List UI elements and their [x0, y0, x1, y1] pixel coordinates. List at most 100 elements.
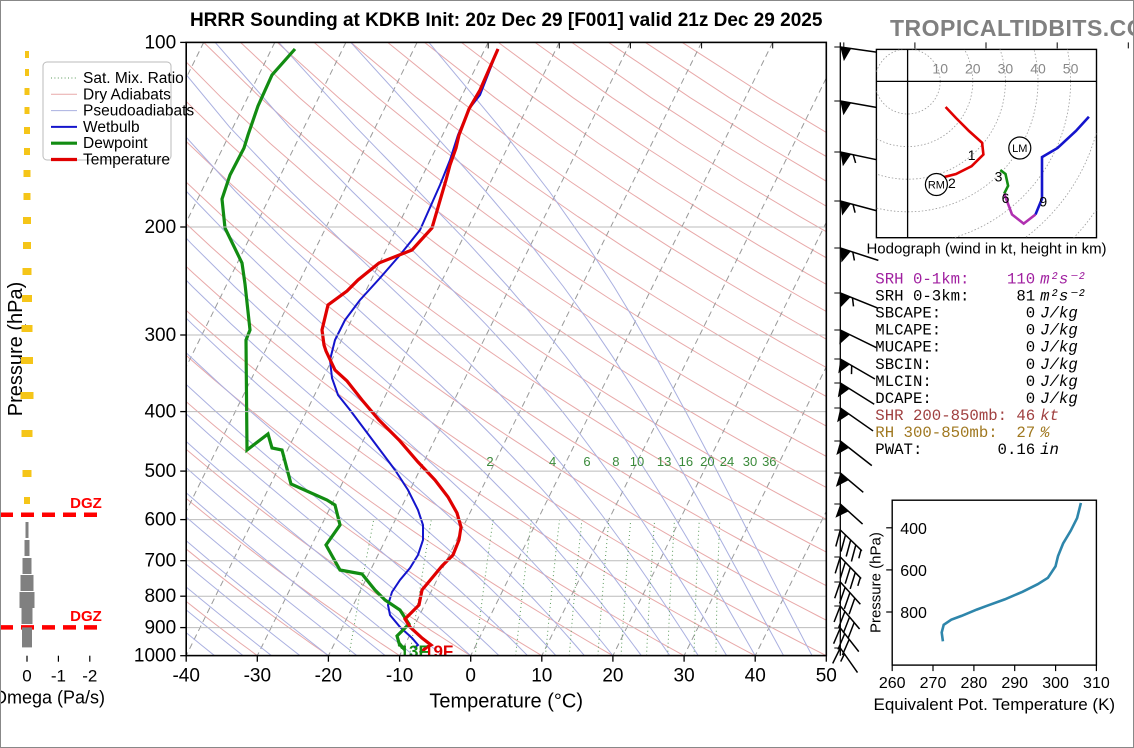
svg-text:20: 20: [965, 60, 981, 76]
svg-text:300: 300: [1042, 675, 1069, 692]
svg-text:kt: kt: [1040, 407, 1059, 425]
svg-text:-30: -30: [244, 666, 271, 687]
svg-text:-20: -20: [315, 666, 342, 687]
svg-text:600: 600: [144, 510, 176, 531]
svg-text:Hodograph (wind in kt, height: Hodograph (wind in kt, height in km): [866, 241, 1106, 258]
svg-text:10: 10: [932, 60, 948, 76]
svg-text:SRH 0-3km:: SRH 0-3km:: [875, 288, 969, 306]
svg-text:Dewpoint: Dewpoint: [83, 135, 148, 152]
svg-text:DGZ: DGZ: [70, 495, 102, 512]
svg-text:6: 6: [583, 454, 590, 469]
svg-text:290: 290: [1001, 675, 1028, 692]
svg-text:SBCIN:: SBCIN:: [875, 356, 931, 374]
svg-text:J/kg: J/kg: [1040, 322, 1078, 340]
svg-text:0: 0: [22, 667, 31, 686]
svg-text:Pressure (hPa): Pressure (hPa): [868, 532, 885, 633]
svg-text:0: 0: [1026, 305, 1035, 323]
svg-text:400: 400: [900, 521, 927, 538]
svg-text:800: 800: [144, 586, 176, 607]
svg-text:-10: -10: [386, 666, 413, 687]
svg-text:MLCIN:: MLCIN:: [875, 373, 931, 391]
svg-text:Temperature: Temperature: [83, 152, 170, 169]
svg-text:-40: -40: [172, 666, 199, 687]
svg-text:40: 40: [1030, 60, 1046, 76]
svg-text:0: 0: [1026, 390, 1035, 408]
svg-text:TROPICALTIDBITS.COM: TROPICALTIDBITS.COM: [890, 15, 1134, 41]
svg-text:400: 400: [144, 402, 176, 423]
svg-text:800: 800: [900, 605, 927, 622]
svg-text:81: 81: [1016, 288, 1035, 306]
svg-text:Omega (Pa/s): Omega (Pa/s): [0, 688, 105, 708]
svg-text:in: in: [1040, 441, 1059, 459]
svg-text:8: 8: [612, 454, 619, 469]
svg-text:-2: -2: [82, 667, 97, 686]
svg-text:0: 0: [465, 666, 476, 687]
svg-text:46: 46: [1016, 407, 1035, 425]
svg-text:100: 100: [144, 32, 176, 53]
svg-text:300: 300: [144, 325, 176, 346]
svg-text:SHR 200-850mb:: SHR 200-850mb:: [875, 407, 1007, 425]
svg-text:%: %: [1039, 424, 1051, 442]
svg-text:J/kg: J/kg: [1040, 356, 1078, 374]
svg-text:Wetbulb: Wetbulb: [83, 119, 140, 136]
svg-text:HRRR Sounding at KDKB Init: 20: HRRR Sounding at KDKB Init: 20z Dec 29 […: [190, 10, 823, 31]
svg-text:270: 270: [920, 675, 947, 692]
svg-text:40: 40: [745, 666, 766, 687]
svg-text:110: 110: [1007, 271, 1035, 289]
svg-text:700: 700: [144, 551, 176, 572]
svg-text:6: 6: [1002, 190, 1010, 206]
svg-text:4: 4: [549, 454, 556, 469]
svg-text:10: 10: [630, 454, 644, 469]
svg-text:PWAT:: PWAT:: [875, 441, 922, 459]
svg-text:-1: -1: [51, 667, 66, 686]
svg-text:2: 2: [486, 454, 493, 469]
svg-text:MUCAPE:: MUCAPE:: [875, 339, 941, 357]
svg-text:500: 500: [144, 461, 176, 482]
svg-text:1: 1: [968, 147, 976, 163]
svg-text:600: 600: [900, 563, 927, 580]
svg-text:Dry Adiabats: Dry Adiabats: [83, 86, 171, 103]
svg-text:m²s⁻²: m²s⁻²: [1040, 288, 1086, 306]
svg-text:m²s⁻²: m²s⁻²: [1040, 271, 1086, 289]
svg-text:Temperature (°C): Temperature (°C): [429, 691, 583, 713]
svg-text:13: 13: [657, 454, 671, 469]
svg-text:SBCAPE:: SBCAPE:: [875, 305, 941, 323]
svg-text:J/kg: J/kg: [1040, 373, 1078, 391]
svg-text:0.16: 0.16: [998, 441, 1036, 459]
svg-text:36: 36: [762, 454, 776, 469]
svg-text:30: 30: [998, 60, 1014, 76]
svg-text:3: 3: [995, 168, 1003, 184]
svg-text:0: 0: [1026, 356, 1035, 374]
svg-text:DCAPE:: DCAPE:: [875, 390, 931, 408]
svg-text:J/kg: J/kg: [1040, 339, 1078, 357]
svg-text:Sat. Mix. Ratio: Sat. Mix. Ratio: [83, 70, 184, 87]
svg-text:LM: LM: [1012, 143, 1027, 155]
svg-text:200: 200: [144, 217, 176, 238]
svg-text:900: 900: [144, 618, 176, 639]
svg-text:0: 0: [1026, 322, 1035, 340]
svg-text:RM: RM: [928, 180, 945, 192]
svg-text:30: 30: [743, 454, 757, 469]
svg-text:50: 50: [816, 666, 837, 687]
svg-text:280: 280: [961, 675, 988, 692]
svg-text:310: 310: [1083, 675, 1110, 692]
svg-text:RH 300-850mb:: RH 300-850mb:: [875, 424, 997, 442]
svg-text:SRH 0-1km:: SRH 0-1km:: [875, 271, 969, 289]
svg-text:DGZ: DGZ: [70, 608, 102, 625]
svg-text:Equivalent Pot. Temperature (K: Equivalent Pot. Temperature (K): [874, 695, 1116, 714]
svg-text:Pseudoadiabats: Pseudoadiabats: [83, 103, 194, 120]
svg-text:20: 20: [700, 454, 714, 469]
svg-text:0: 0: [1026, 373, 1035, 391]
svg-text:16: 16: [679, 454, 693, 469]
svg-text:J/kg: J/kg: [1040, 305, 1078, 323]
svg-text:10: 10: [531, 666, 552, 687]
svg-text:24: 24: [720, 454, 734, 469]
svg-text:2: 2: [948, 175, 956, 191]
svg-text:MLCAPE:: MLCAPE:: [875, 322, 941, 340]
svg-text:1000: 1000: [134, 646, 176, 667]
svg-text:9: 9: [1039, 194, 1047, 210]
svg-text:30: 30: [674, 666, 695, 687]
svg-text:27: 27: [1016, 424, 1035, 442]
svg-text:0: 0: [1026, 339, 1035, 357]
svg-text:J/kg: J/kg: [1040, 390, 1078, 408]
